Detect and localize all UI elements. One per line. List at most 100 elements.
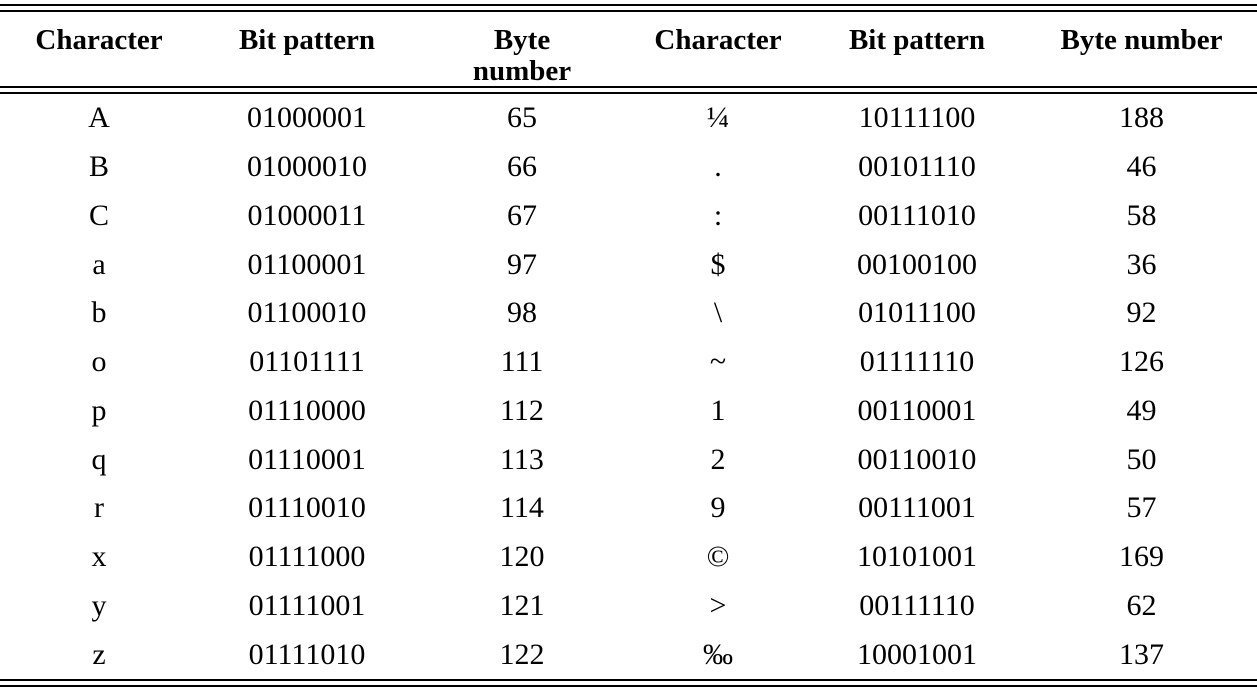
byte-number-cell: 36 [1126,247,1157,281]
bit-pattern-cell: 01110001 [248,442,366,476]
byte-number-cell: 66 [507,150,537,184]
table-bottom-rule [0,679,1257,687]
byte-number-cell: 50 [1126,442,1157,476]
bit-pattern-cell: 00111110 [859,588,975,622]
byte-number-cell: 111 [500,345,544,379]
character-cell: > [709,588,727,622]
byte-number-cell: 58 [1126,198,1157,232]
byte-number-cell: 92 [1126,296,1157,330]
bit-pattern-cell: 00111010 [858,198,976,232]
byte-number-cell: 98 [507,296,537,330]
byte-number-cell: 120 [499,540,545,574]
bit-pattern-cell: 10111100 [858,101,976,135]
bit-pattern-cell: 01100010 [247,296,367,330]
table-row: b 01100010 98 \ 01011100 92 [0,289,1257,338]
character-cell: z [92,637,106,671]
bit-pattern-cell: 01111110 [859,345,975,379]
table-body: A 01000001 65 ¼ 10111100 188 B 01000010 … [0,94,1257,679]
character-cell: . [714,150,722,184]
header-byte-number-left-label: Byte number [472,24,572,87]
bit-pattern-cell: 10101001 [857,540,977,574]
table-row: C 01000011 67 : 00111010 58 [0,192,1257,241]
bit-pattern-cell: 01000011 [247,198,367,232]
byte-number-cell: 112 [500,393,544,427]
table-row: o 01101111 111 ~ 01111110 126 [0,338,1257,387]
bit-pattern-cell: 01100001 [247,247,367,281]
table-row: B 01000010 66 . 00101110 46 [0,143,1257,192]
header-bit-pattern-left: Bit pattern [198,12,416,56]
bit-pattern-cell: 01110010 [248,491,366,525]
byte-number-cell: 57 [1126,491,1157,525]
byte-number-cell: 121 [499,588,545,622]
header-bit-pattern-right-label: Bit pattern [848,24,986,56]
character-cell: ‰ [703,637,733,671]
byte-number-cell: 49 [1126,393,1157,427]
byte-number-cell: 62 [1126,588,1157,622]
header-character-right-label: Character [654,24,782,56]
bit-pattern-cell: 01101111 [249,345,365,379]
byte-number-cell: 137 [1119,637,1164,671]
character-cell: A [88,101,110,135]
byte-number-cell: 113 [500,442,544,476]
character-cell: ~ [709,345,727,379]
character-cell: B [88,150,109,184]
table-top-rule [0,4,1257,12]
table-row: x 01111000 120 © 10101001 169 [0,533,1257,582]
byte-number-cell: 67 [507,198,537,232]
character-cell: b [91,296,107,330]
table-row: a 01100001 97 $ 00100100 36 [0,240,1257,289]
header-character-right: Character [628,12,808,56]
bit-pattern-cell: 00101110 [858,150,976,184]
bit-pattern-cell: 00111001 [858,491,976,525]
bit-pattern-cell: 00110010 [857,442,977,476]
table-row: q 01110001 113 2 00110010 50 [0,435,1257,484]
bit-pattern-cell: 00100100 [857,247,977,281]
byte-number-cell: 126 [1119,345,1164,379]
header-byte-number-right-label: Byte number [1060,24,1223,56]
table-row: r 01110010 114 9 00111001 57 [0,484,1257,533]
byte-number-cell: 122 [499,637,545,671]
character-cell: : [713,198,723,232]
header-bit-pattern-left-label: Bit pattern [238,24,376,56]
character-cell: ¼ [706,101,730,135]
bit-pattern-cell: 01111000 [248,540,366,574]
character-cell: o [91,345,107,379]
character-cell: $ [710,247,726,281]
bit-pattern-cell: 01111001 [248,588,366,622]
bit-pattern-cell: 01111010 [248,637,366,671]
header-byte-number-right: Byte number [1026,12,1257,56]
bit-pattern-cell: 01000001 [247,101,367,135]
character-cell: q [91,442,107,476]
header-character-left: Character [0,12,198,56]
character-cell: 9 [710,491,726,525]
character-cell: a [92,247,106,281]
table-row: p 01110000 112 1 00110001 49 [0,387,1257,436]
character-cell: r [94,491,104,525]
character-cell: p [91,393,107,427]
table-row: z 01111010 122 ‰ 10001001 137 [0,630,1257,679]
bit-pattern-cell: 01110000 [248,393,366,427]
header-bit-pattern-right: Bit pattern [808,12,1026,56]
character-cell: 2 [710,442,726,476]
character-cell: C [88,198,109,232]
byte-number-cell: 65 [507,101,537,135]
character-cell: x [91,540,107,574]
byte-number-cell: 46 [1126,150,1157,184]
character-cell: \ [713,296,723,330]
bit-pattern-cell: 01000010 [247,150,367,184]
header-character-left-label: Character [35,24,163,56]
bit-pattern-cell: 10001001 [857,637,977,671]
byte-number-cell: 169 [1119,540,1164,574]
table-header-row: Character Bit pattern Byte number Charac… [0,12,1257,87]
table-row: A 01000001 65 ¼ 10111100 188 [0,94,1257,143]
character-cell: 1 [710,393,726,427]
bit-pattern-cell: 01011100 [858,296,976,330]
byte-number-cell: 97 [507,247,537,281]
header-separator-rule [0,86,1257,94]
character-cell: © [706,540,730,574]
byte-number-cell: 114 [500,491,544,525]
table-row: y 01111001 121 > 00111110 62 [0,582,1257,631]
header-byte-number-left: Byte number [416,12,628,87]
bit-pattern-cell: 00110001 [857,393,977,427]
